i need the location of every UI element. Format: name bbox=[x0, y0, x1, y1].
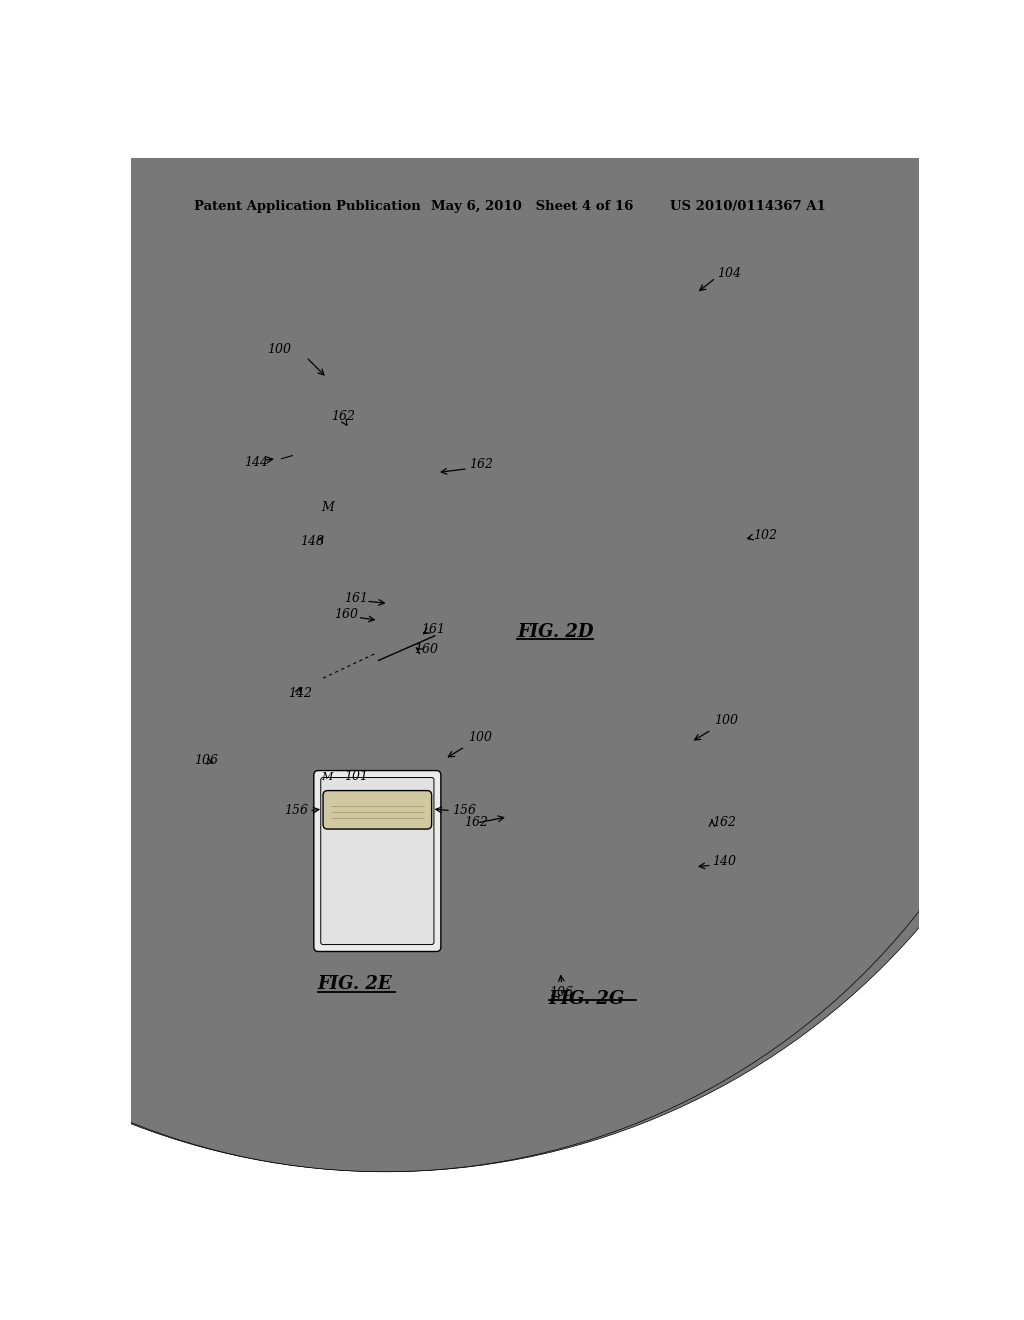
Text: 101: 101 bbox=[345, 770, 369, 783]
Bar bbox=[564, 887, 573, 898]
Text: 104: 104 bbox=[717, 268, 741, 280]
Text: 148: 148 bbox=[300, 536, 324, 548]
Polygon shape bbox=[716, 389, 727, 432]
Circle shape bbox=[368, 477, 401, 511]
FancyBboxPatch shape bbox=[298, 755, 457, 966]
Text: 100: 100 bbox=[267, 343, 292, 356]
Bar bbox=[605, 887, 614, 898]
Bar bbox=[578, 887, 587, 898]
Text: Patent Application Publication: Patent Application Publication bbox=[194, 199, 421, 213]
Text: 162: 162 bbox=[331, 409, 354, 422]
Polygon shape bbox=[699, 898, 714, 919]
Text: 100: 100 bbox=[694, 714, 738, 741]
Polygon shape bbox=[208, 645, 270, 734]
Bar bbox=[620, 870, 629, 880]
Circle shape bbox=[418, 636, 421, 639]
Bar bbox=[578, 870, 587, 880]
Text: M: M bbox=[322, 772, 333, 781]
Bar bbox=[605, 870, 614, 880]
Polygon shape bbox=[327, 420, 716, 453]
Bar bbox=[620, 887, 629, 898]
Text: 156: 156 bbox=[452, 804, 476, 817]
Text: US 2010/0114367 A1: US 2010/0114367 A1 bbox=[670, 199, 825, 213]
FancyBboxPatch shape bbox=[323, 791, 432, 829]
Circle shape bbox=[0, 0, 1024, 1172]
Polygon shape bbox=[301, 669, 327, 689]
Text: May 6, 2010   Sheet 4 of 16: May 6, 2010 Sheet 4 of 16 bbox=[431, 199, 633, 213]
Bar bbox=[592, 870, 601, 880]
Text: 162: 162 bbox=[712, 816, 736, 829]
FancyBboxPatch shape bbox=[321, 777, 434, 945]
Polygon shape bbox=[203, 642, 266, 730]
Polygon shape bbox=[379, 589, 408, 660]
FancyBboxPatch shape bbox=[527, 759, 689, 952]
Text: FIG. 2D: FIG. 2D bbox=[517, 623, 594, 642]
Polygon shape bbox=[333, 461, 376, 521]
Text: M: M bbox=[322, 502, 334, 515]
Text: 100: 100 bbox=[449, 731, 492, 756]
Polygon shape bbox=[494, 821, 508, 842]
Polygon shape bbox=[199, 636, 261, 725]
Circle shape bbox=[380, 462, 392, 474]
Polygon shape bbox=[276, 449, 300, 466]
Circle shape bbox=[391, 602, 394, 605]
Polygon shape bbox=[217, 655, 280, 743]
Text: 156: 156 bbox=[285, 804, 308, 817]
Polygon shape bbox=[379, 636, 435, 663]
FancyBboxPatch shape bbox=[555, 854, 662, 906]
Text: 160: 160 bbox=[335, 607, 358, 620]
Polygon shape bbox=[325, 461, 376, 480]
Polygon shape bbox=[699, 821, 714, 842]
Polygon shape bbox=[494, 898, 508, 919]
Text: 140: 140 bbox=[712, 855, 736, 869]
Bar bbox=[592, 887, 601, 898]
Polygon shape bbox=[325, 473, 333, 529]
Text: 102: 102 bbox=[753, 529, 777, 543]
Text: 106: 106 bbox=[194, 754, 218, 767]
Text: 106: 106 bbox=[549, 986, 572, 999]
Bar bbox=[634, 870, 643, 880]
FancyBboxPatch shape bbox=[206, 700, 233, 719]
FancyBboxPatch shape bbox=[313, 771, 441, 952]
FancyBboxPatch shape bbox=[520, 752, 696, 960]
Text: 162: 162 bbox=[464, 816, 488, 829]
Text: FIG. 2G: FIG. 2G bbox=[549, 990, 625, 1008]
Text: 160: 160 bbox=[414, 643, 438, 656]
Circle shape bbox=[630, 803, 633, 805]
Circle shape bbox=[0, 0, 1024, 1172]
Bar bbox=[634, 887, 643, 898]
Circle shape bbox=[416, 634, 423, 642]
Text: 161: 161 bbox=[345, 593, 369, 606]
Polygon shape bbox=[330, 408, 349, 441]
Circle shape bbox=[584, 803, 587, 805]
Polygon shape bbox=[357, 298, 731, 383]
Text: 161: 161 bbox=[422, 623, 445, 636]
Polygon shape bbox=[330, 465, 373, 483]
Polygon shape bbox=[296, 488, 731, 578]
Polygon shape bbox=[357, 285, 731, 372]
Text: 162: 162 bbox=[469, 458, 494, 471]
Text: 142: 142 bbox=[289, 686, 312, 700]
Polygon shape bbox=[212, 651, 275, 739]
Polygon shape bbox=[376, 453, 414, 521]
Circle shape bbox=[370, 451, 403, 484]
Polygon shape bbox=[327, 395, 716, 426]
Polygon shape bbox=[731, 473, 742, 552]
FancyBboxPatch shape bbox=[505, 737, 712, 974]
Text: 144: 144 bbox=[245, 455, 268, 469]
Polygon shape bbox=[327, 407, 716, 442]
Circle shape bbox=[388, 599, 396, 607]
Circle shape bbox=[379, 487, 391, 499]
Polygon shape bbox=[296, 478, 731, 515]
Bar bbox=[564, 870, 573, 880]
Text: FIG. 2E: FIG. 2E bbox=[317, 975, 392, 993]
